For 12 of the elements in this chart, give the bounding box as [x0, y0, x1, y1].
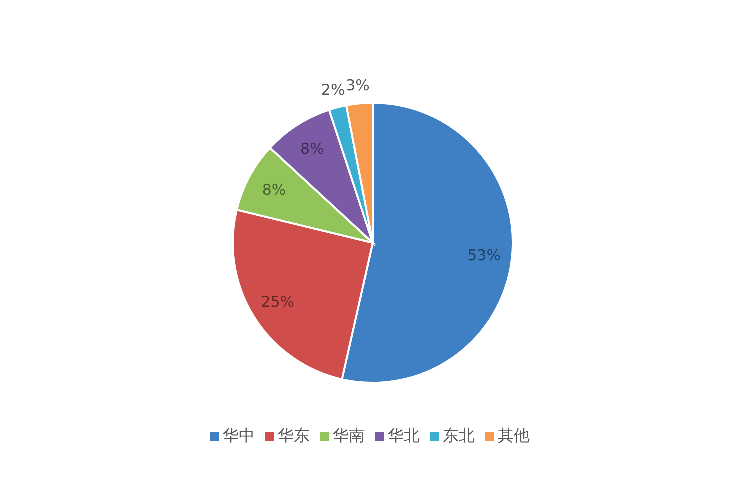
data-label: 53% [468, 246, 501, 264]
data-label: 3% [346, 76, 370, 95]
legend-label: 华东 [278, 426, 310, 445]
legend-label: 东北 [443, 426, 475, 445]
data-label: 25% [261, 293, 295, 312]
legend-label: 华南 [333, 426, 365, 445]
data-label: 2% [321, 81, 346, 100]
legend-label: 华北 [388, 426, 420, 445]
data-label: 8% [300, 140, 324, 158]
data-label: 8% [262, 181, 286, 200]
legend-label: 其他 [498, 426, 530, 445]
legend-label: 华中 [223, 426, 255, 445]
